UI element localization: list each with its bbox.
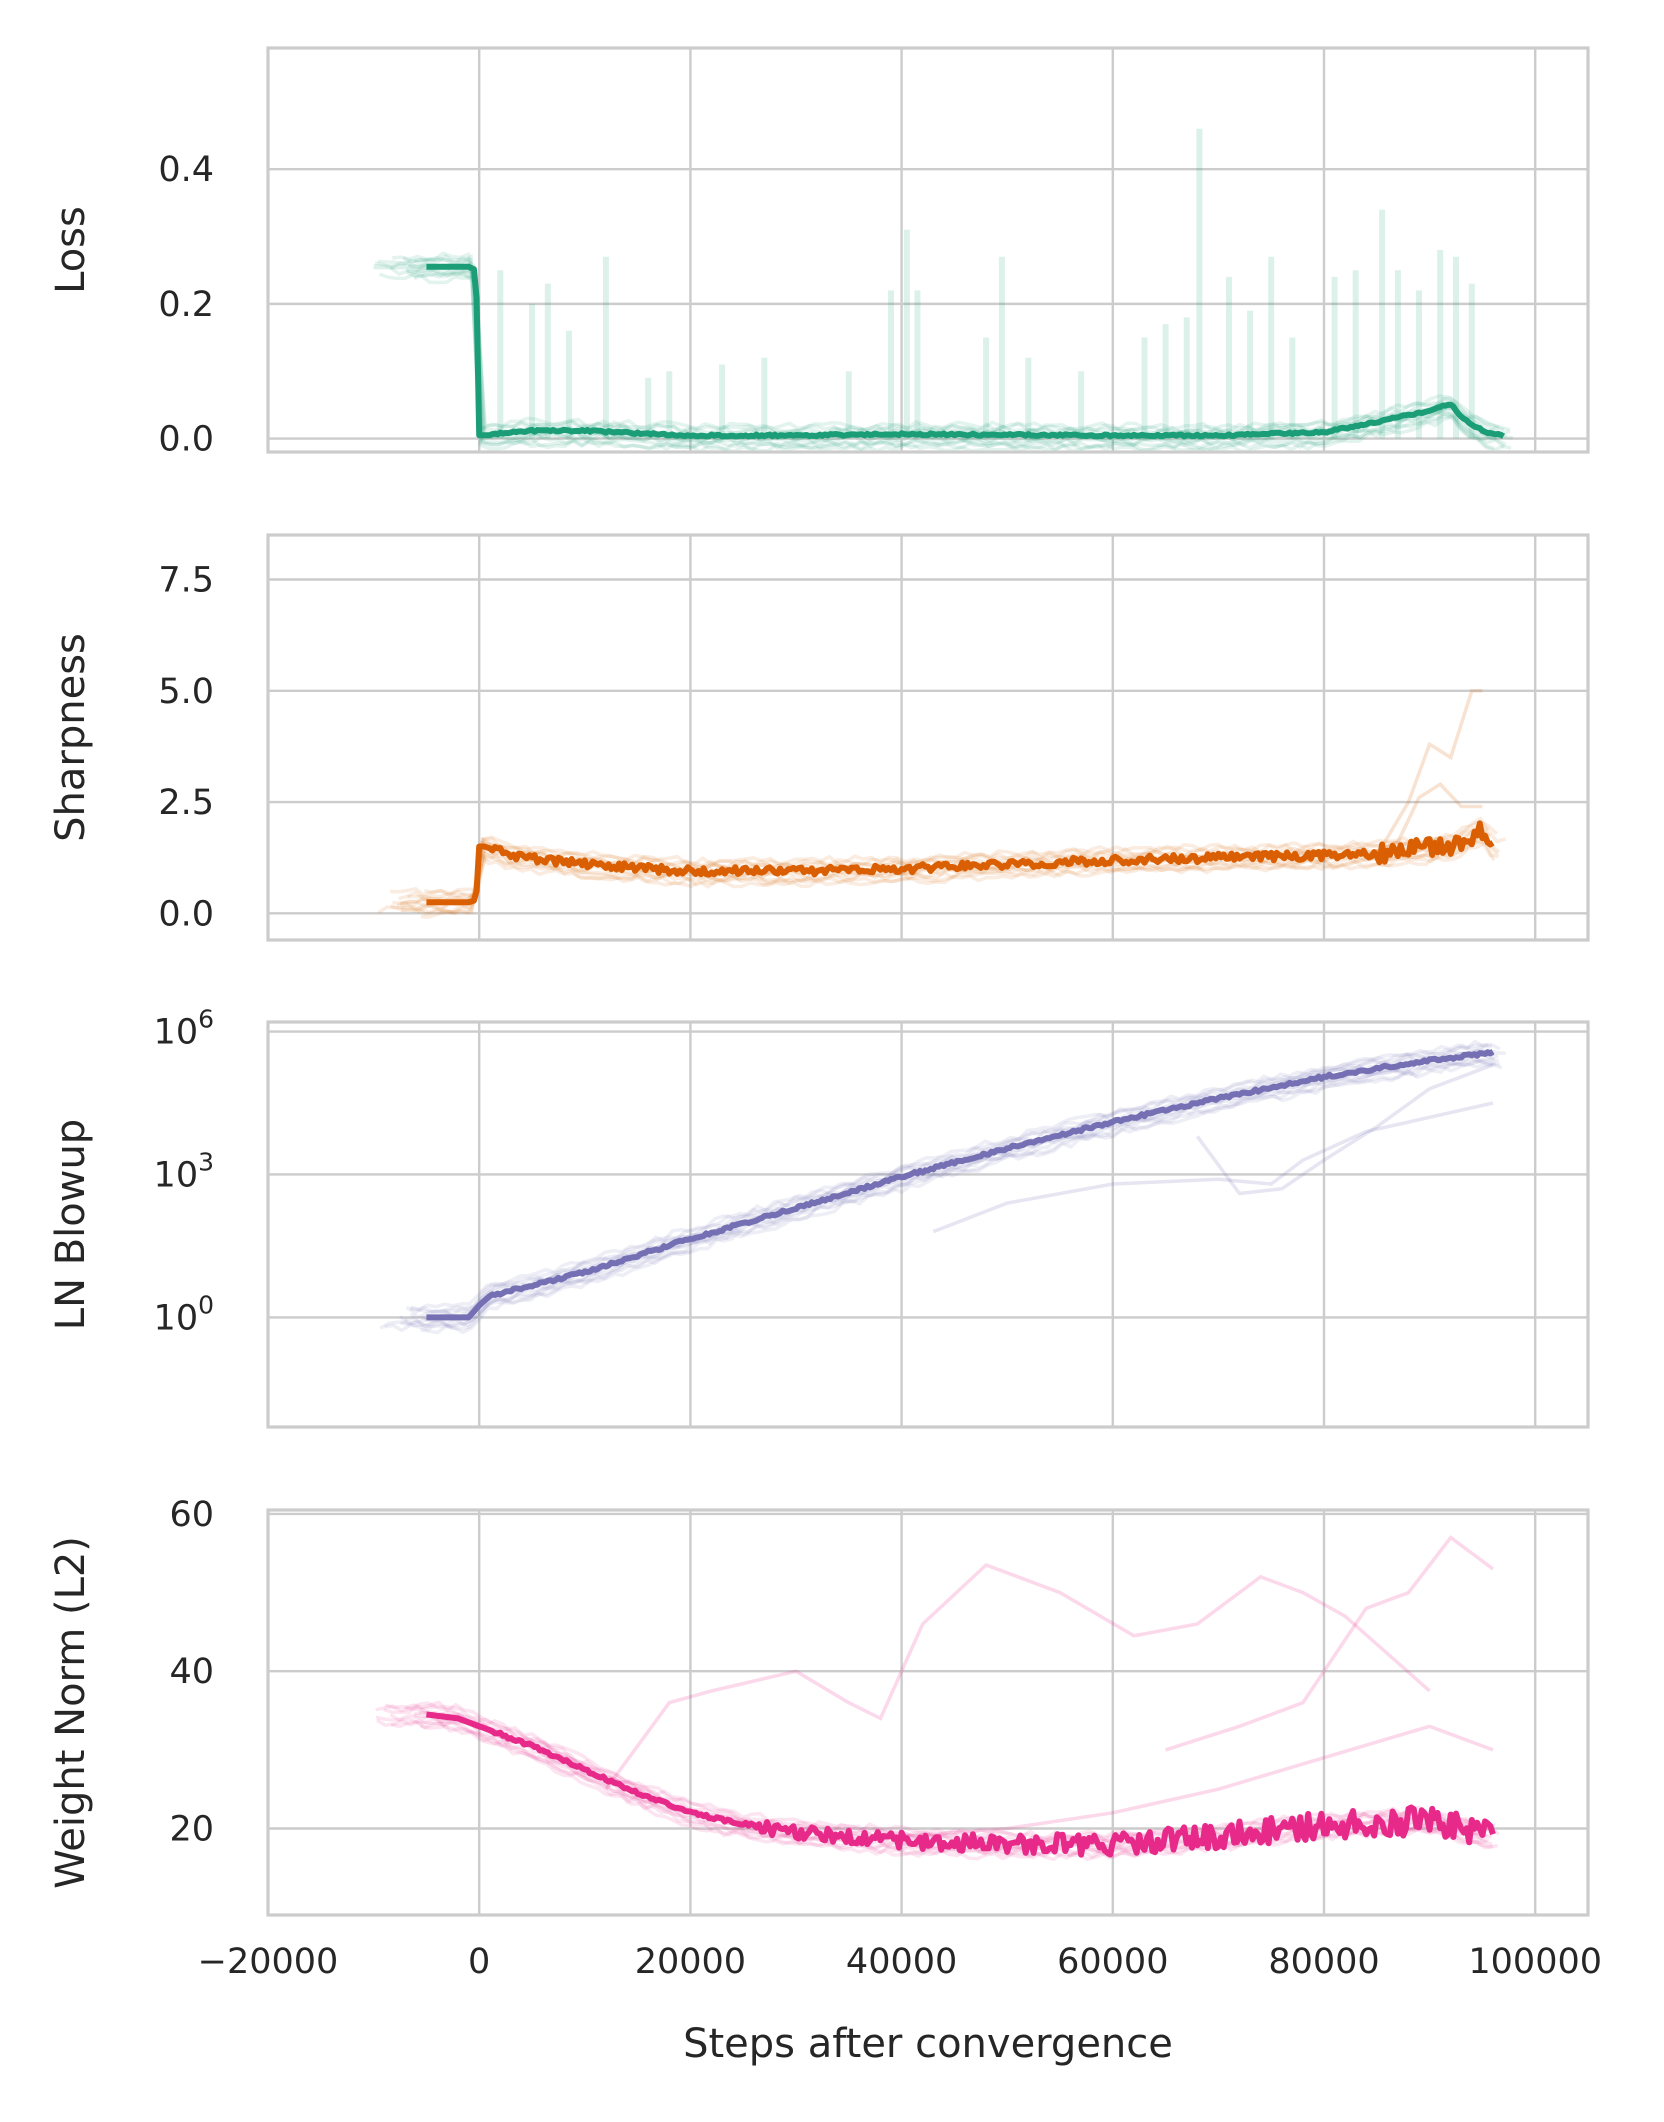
loss-panel: 0.0 0.2 0.4 Loss (48, 46, 1590, 460)
y-tick-label: 106 (154, 1005, 214, 1053)
x-tick-label: 20000 (635, 1942, 746, 1982)
y-axis-label: Weight Norm (L2) (48, 1536, 94, 1889)
y-tick-exponent: 6 (198, 1005, 214, 1034)
faint-run-line (392, 251, 1500, 433)
x-tick-label: 80000 (1268, 1942, 1379, 1982)
y-tick-exponent: 3 (198, 1147, 214, 1176)
faint-run-line (400, 839, 1499, 916)
y-tick-label: 0.2 (158, 285, 214, 325)
y-tick-label: 0.0 (158, 420, 214, 460)
plot-area (379, 1039, 1506, 1335)
faint-run-line (409, 1042, 1501, 1318)
faint-run-line (379, 272, 1496, 452)
faint-run-line (402, 253, 1511, 434)
y-tick-label: 20 (169, 1809, 214, 1849)
faint-run-line (404, 1055, 1495, 1327)
plot-frame (266, 533, 1590, 942)
faint-run-line (414, 257, 1505, 438)
outlier-run-line (901, 1724, 1494, 1839)
y-tick-label: 0.0 (158, 894, 214, 934)
faint-run-line (379, 1058, 1496, 1330)
y-tick-label: 100 (154, 1290, 214, 1338)
plot-area (377, 689, 1507, 919)
faint-run-line (410, 1047, 1484, 1319)
faint-run-line (420, 1062, 1503, 1335)
faint-run-line (392, 827, 1501, 909)
faint-run-line (420, 274, 1512, 452)
x-tick-label: 100000 (1468, 1942, 1602, 1982)
plot-frame (266, 1020, 1590, 1429)
faint-run-line (405, 265, 1513, 445)
plot-frame (266, 1508, 1590, 1917)
faint-run-line (404, 1700, 1495, 1840)
mean-run-line (426, 1049, 1495, 1321)
y-axis-label: Loss (48, 206, 94, 294)
mean-run-line (426, 263, 1505, 440)
plot-area (373, 128, 1513, 452)
x-tick-label: −20000 (198, 1942, 339, 1982)
y-tick-label: 7.5 (158, 561, 214, 601)
x-axis-label: Steps after convergence (683, 2021, 1173, 2067)
y-tick-label: 103 (154, 1147, 214, 1195)
faint-run-line (389, 266, 1507, 447)
faint-run-line (423, 816, 1507, 899)
outlier-run-line (932, 1101, 1494, 1234)
y-tick-label: 2.5 (158, 783, 214, 823)
outlier-run-line (1375, 689, 1483, 857)
plot-area (375, 1535, 1500, 1862)
faint-run-line (420, 840, 1496, 919)
sharpness-panel: 0.0 2.5 5.0 7.5 Sharpness (48, 533, 1590, 942)
y-axis-label: LN Blowup (48, 1119, 94, 1330)
faint-run-line (400, 1056, 1500, 1329)
x-tick-label: 60000 (1057, 1942, 1168, 1982)
mean-run-line (426, 820, 1495, 906)
mean-run-line (426, 1711, 1496, 1858)
faint-run-line (406, 267, 1497, 448)
y-axis-label: Sharpness (48, 633, 94, 842)
y-tick-label: 0.4 (158, 150, 214, 190)
faint-run-line (405, 1042, 1489, 1315)
faint-run-line (390, 819, 1499, 898)
faint-run-line (377, 256, 1511, 436)
faint-run-line (384, 1059, 1501, 1333)
y-tick-label: 40 (169, 1652, 214, 1692)
ln-blowup-panel: 100 103 106 LN Blowup (48, 1005, 1590, 1429)
y-tick-label: 60 (169, 1495, 214, 1535)
y-tick-label: 5.0 (158, 672, 214, 712)
faint-run-line (383, 1704, 1500, 1846)
faint-run-line (410, 1039, 1493, 1312)
outlier-run-line (1195, 1063, 1494, 1196)
outlier-run-line (1165, 1535, 1495, 1752)
x-tick-label: 0 (468, 1942, 490, 1982)
faint-run-line (413, 270, 1505, 451)
outlier-run-line (604, 1562, 1431, 1791)
faint-run-line (407, 262, 1508, 442)
x-tick-label: 40000 (846, 1942, 957, 1982)
weight-norm-panel: 20 40 60 Weight Norm (L2) −20000 0 20000 40000 6… (48, 1495, 1602, 2067)
faint-run-line (377, 839, 1486, 916)
y-tick-exponent: 0 (198, 1290, 214, 1319)
plot-frame (266, 46, 1590, 454)
